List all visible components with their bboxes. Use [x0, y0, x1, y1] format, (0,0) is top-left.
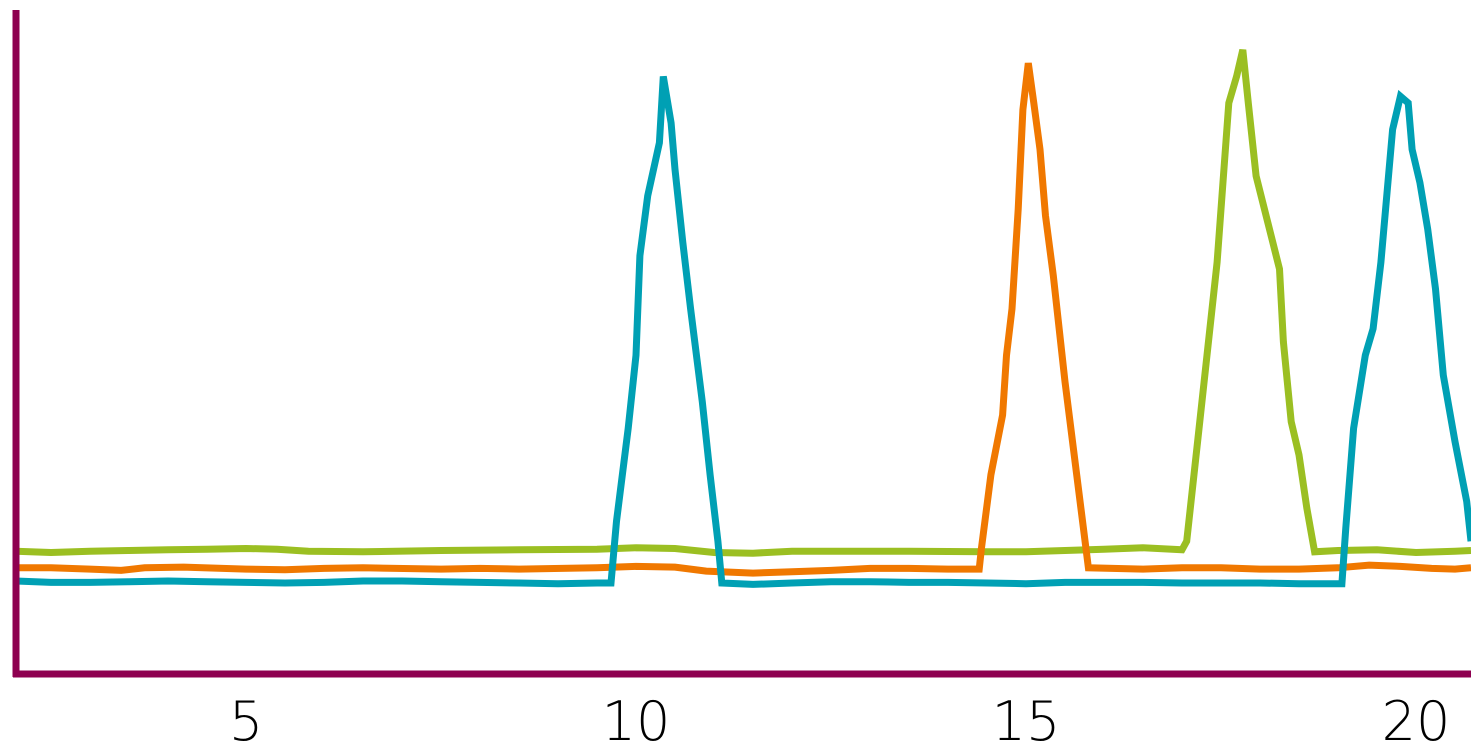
x-tick-label-10: 10 — [602, 690, 671, 750]
x-tick-labels: 5 10 15 20 — [229, 690, 1451, 750]
series-line-2 — [15, 62, 1471, 577]
series-line-1 — [15, 49, 1471, 557]
series-layer — [15, 49, 1471, 588]
x-tick-label-15: 15 — [992, 690, 1061, 750]
x-tick-label-5: 5 — [229, 690, 263, 750]
x-tick-label-20: 20 — [1382, 690, 1451, 750]
series-line-3 — [15, 75, 1471, 588]
